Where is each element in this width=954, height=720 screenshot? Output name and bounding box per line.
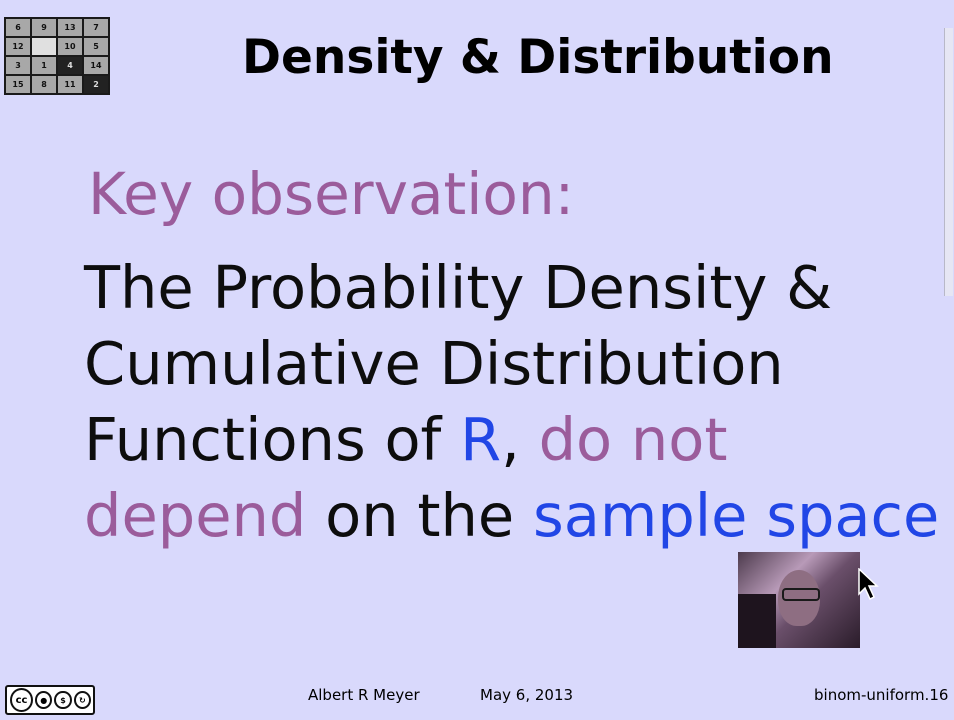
logo-cell: 1 bbox=[32, 57, 56, 74]
body-line-4: depend on the sample space bbox=[84, 478, 939, 554]
logo-cell: 12 bbox=[6, 38, 30, 55]
cc-license-badge[interactable]: cc ● $ ↻ bbox=[5, 685, 95, 715]
glasses-shape bbox=[782, 588, 820, 601]
mouse-cursor-icon bbox=[858, 568, 879, 601]
logo-cell: 15 bbox=[6, 76, 30, 93]
logo-cell: 7 bbox=[84, 19, 108, 36]
logo-cell: 2 bbox=[84, 76, 108, 93]
cc-icon: cc bbox=[10, 688, 34, 712]
body-line-1: The Probability Density & bbox=[84, 253, 833, 322]
logo-cell: 6 bbox=[6, 19, 30, 36]
footer-author: Albert R Meyer bbox=[308, 686, 420, 704]
logo-cell: 9 bbox=[32, 19, 56, 36]
body-text-span: Functions of bbox=[84, 405, 461, 474]
sample-space-term: sample space bbox=[532, 481, 940, 550]
logo-cell: 3 bbox=[6, 57, 30, 74]
body-text-span: , bbox=[501, 405, 539, 474]
logo-cell: 13 bbox=[58, 19, 82, 36]
logo-cell: 10 bbox=[58, 38, 82, 55]
logo-cell: 4 bbox=[58, 57, 82, 74]
footer-date: May 6, 2013 bbox=[480, 686, 574, 704]
vertical-scrollbar[interactable] bbox=[944, 28, 953, 296]
nc-icon: $ bbox=[54, 691, 72, 709]
sa-icon: ↻ bbox=[73, 691, 92, 709]
webcam-background-shape bbox=[738, 594, 776, 648]
logo-cell: 14 bbox=[84, 57, 108, 74]
emphasis-depend: depend bbox=[84, 481, 307, 550]
logo-cell: 8 bbox=[32, 76, 56, 93]
key-observation-heading: Key observation: bbox=[88, 160, 575, 228]
slide-body: The Probability Density & Cumulative Dis… bbox=[84, 250, 939, 554]
variable-r: R bbox=[460, 405, 502, 474]
logo-cell: 5 bbox=[84, 38, 108, 55]
logo-cell: 11 bbox=[58, 76, 82, 93]
slide-title: Density & Distribution bbox=[242, 30, 834, 85]
footer-slide-id: binom-uniform.16 bbox=[814, 686, 949, 704]
by-icon: ● bbox=[35, 691, 53, 709]
emphasis-do-not: do not bbox=[538, 405, 728, 474]
fifteen-puzzle-logo: 6 9 13 7 12 10 5 3 1 4 14 15 8 11 2 bbox=[4, 17, 110, 95]
body-text-span: on the bbox=[306, 481, 533, 550]
body-line-3: Functions of R, do not bbox=[84, 402, 939, 478]
presenter-webcam bbox=[738, 552, 860, 648]
logo-cell-empty bbox=[32, 38, 56, 55]
body-line-2: Cumulative Distribution bbox=[84, 329, 784, 398]
